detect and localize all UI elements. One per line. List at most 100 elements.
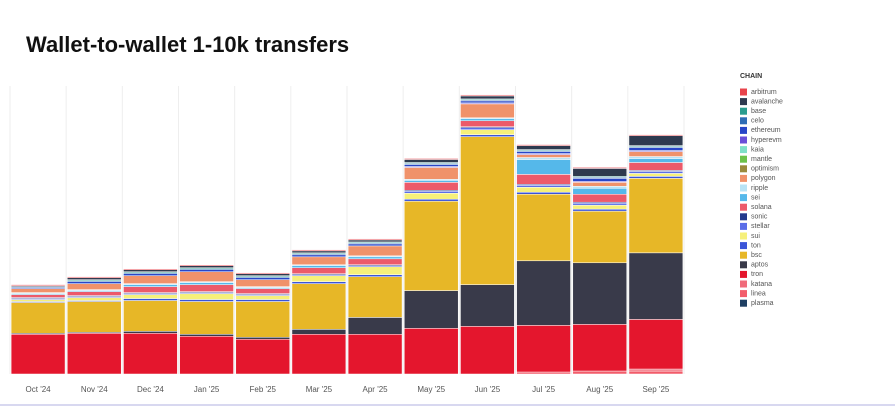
bar-segment [628, 147, 684, 151]
bar-segment [179, 269, 234, 272]
bar-segment [123, 269, 178, 272]
bar-segment [179, 293, 234, 300]
legend-swatch [740, 155, 747, 163]
bar-segment [404, 182, 459, 191]
bar-segment [235, 273, 290, 276]
bar-segment [516, 157, 571, 160]
bar-segment [123, 294, 178, 299]
bar-segment [291, 329, 347, 335]
bar-segment [516, 325, 571, 373]
bar-segment [123, 333, 178, 375]
bar-segment [516, 144, 571, 146]
bar-segment [179, 264, 234, 267]
bar-segment [291, 283, 347, 330]
bar-segment [572, 168, 627, 177]
bar-segment [291, 281, 347, 284]
bar-segment [347, 258, 403, 266]
bar-segment [516, 174, 571, 185]
bar-segment [516, 193, 571, 262]
x-tick-label: Jun '25 [475, 385, 501, 394]
legend-swatch [740, 251, 747, 259]
bar-segment [235, 272, 290, 274]
bar-segment [572, 178, 627, 182]
legend-swatch [740, 184, 747, 192]
bar-segment [10, 334, 66, 375]
bar-segment [347, 274, 403, 277]
legend-label: sui [751, 233, 760, 240]
bar-segment [291, 249, 347, 252]
bar-segment [67, 291, 122, 296]
legend-label: sonic [751, 214, 768, 221]
bar-segment [347, 245, 403, 257]
bar-segment [123, 286, 178, 293]
bar-segment [628, 156, 684, 159]
legend-label: stellar [751, 223, 770, 230]
legend-label: kaia [751, 146, 764, 153]
legend-label: base [751, 108, 766, 115]
bar-segment [404, 167, 459, 180]
bar-segment [67, 276, 122, 278]
bar-segment [179, 336, 234, 375]
x-tick-label: Oct '24 [26, 385, 52, 394]
bar-segment [404, 191, 459, 194]
x-tick-label: Jul '25 [532, 385, 555, 394]
x-tick-label: Mar '25 [306, 385, 333, 394]
bar-segment [347, 276, 403, 318]
bar-segment [179, 334, 234, 337]
bar-segment [347, 256, 403, 260]
bar-segment [516, 151, 571, 154]
bar-segment [460, 118, 515, 122]
bar-segment [628, 162, 684, 171]
legend-swatch [740, 261, 747, 269]
bar-segment [460, 127, 515, 130]
legend-swatch [740, 194, 747, 202]
x-tick-label: Nov '24 [81, 385, 108, 394]
legend-swatch [740, 146, 747, 154]
legend-swatch [740, 222, 747, 230]
bar-segment [67, 277, 122, 280]
bar-segment [572, 167, 627, 169]
legend-swatch [740, 107, 747, 115]
legend-label: tron [751, 271, 763, 278]
bar-segment [572, 262, 627, 325]
bar-segment [628, 252, 684, 320]
bar-segment [572, 324, 627, 372]
bar-segment [628, 158, 684, 163]
bar-segment [460, 94, 515, 97]
legend-swatch [740, 203, 747, 211]
bar-segment [235, 288, 290, 294]
bar-segment [404, 200, 459, 291]
bar-segment [404, 159, 459, 163]
x-tick-label: Aug '25 [586, 385, 613, 394]
legend-label: arbitrum [751, 89, 777, 96]
bar-segment [291, 250, 347, 254]
bar-segment [347, 317, 403, 335]
legend-swatch [740, 213, 747, 221]
bar-segment [347, 334, 403, 375]
legend-swatch [740, 280, 747, 288]
legend-title: CHAIN [740, 73, 762, 80]
bar-segment [67, 283, 122, 290]
bar-segment [67, 281, 122, 284]
legend-swatch [740, 290, 747, 298]
bar-segment [628, 176, 684, 179]
bar-segment [235, 299, 290, 302]
bar-segment [404, 158, 459, 160]
bar-segment [572, 370, 627, 375]
bar-segment [516, 187, 571, 193]
legend-label: aptos [751, 262, 769, 269]
bar-segment [67, 301, 122, 333]
bar-segment [628, 151, 684, 157]
legend-swatch [740, 126, 747, 134]
bar-segment [572, 186, 627, 189]
bar-segment [516, 185, 571, 188]
bar-segment [516, 159, 571, 175]
legend-label: celo [751, 118, 764, 125]
x-tick-label: Feb '25 [250, 385, 277, 394]
bar-segment [10, 299, 66, 302]
legend-label: avalanche [751, 98, 783, 105]
bar-segment [179, 271, 234, 282]
bar-segment [516, 154, 571, 158]
bar-segment [572, 202, 627, 206]
legend-label: ton [751, 242, 761, 249]
